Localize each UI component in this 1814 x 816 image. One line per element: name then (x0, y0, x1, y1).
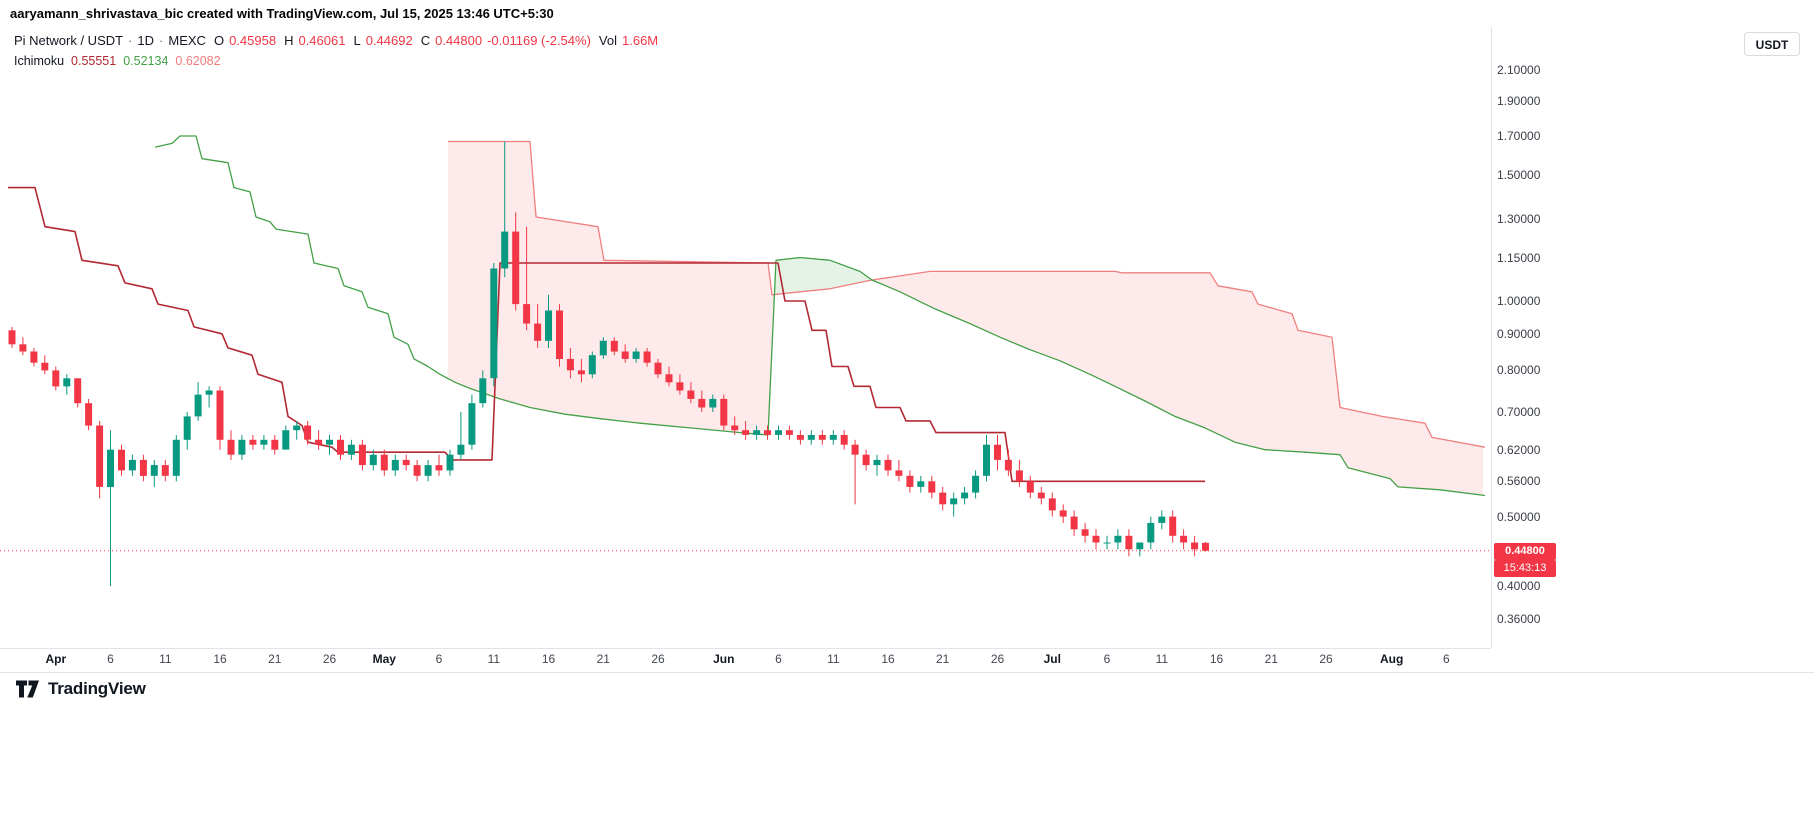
indicator-value: 0.55551 (71, 54, 117, 68)
close-label: C (420, 33, 431, 48)
time-axis-label: 26 (651, 652, 665, 666)
open-label: O (213, 33, 225, 48)
time-axis-label: 11 (1155, 652, 1169, 666)
change-value: -0.01169 (-2.54%) (487, 33, 591, 48)
volume-value: 1.66M (622, 33, 659, 48)
time-axis-label: May (372, 652, 396, 666)
low-value: 0.44692 (365, 33, 413, 48)
snapshot-watermark: aaryamann_shrivastava_bic created with T… (10, 6, 554, 21)
high-label: H (284, 33, 294, 48)
ichimoku-senkou_a-line (154, 135, 1486, 497)
time-axis-label: 6 (107, 652, 114, 666)
indicator-value: 0.62082 (175, 54, 221, 68)
price-axis-label: 0.70000 (1497, 404, 1541, 419)
time-axis-label: 6 (435, 652, 443, 666)
time-axis-label: 6 (775, 652, 782, 666)
time-axis-label: 16 (213, 652, 227, 666)
last-price-badge: 0.44800 (1494, 542, 1556, 560)
time-axis-label: 26 (1319, 652, 1333, 666)
symbol-name[interactable]: Pi Network / USDT (14, 33, 124, 48)
price-axis-label: 1.70000 (1497, 129, 1541, 143)
price-axis-label: 0.90000 (1497, 326, 1541, 341)
time-axis-label: Aug (1380, 652, 1404, 666)
time-axis-label: 16 (541, 652, 556, 666)
open-value: 0.45958 (229, 33, 277, 48)
time-axis-label: 26 (322, 652, 337, 666)
time-axis-label: 21 (596, 652, 610, 666)
time-axis-label: 26 (990, 652, 1005, 666)
candles-layer (8, 141, 1209, 586)
price-axis-label: 1.90000 (1497, 94, 1541, 109)
footer-branding: TradingView (16, 679, 146, 699)
tradingview-wordmark[interactable]: TradingView (48, 679, 146, 698)
price-axis-label: 1.30000 (1497, 212, 1541, 227)
price-axis-label: 1.50000 (1497, 167, 1541, 182)
currency-toggle-button[interactable]: USDT (1744, 32, 1800, 56)
exchange: MEXC (168, 33, 206, 48)
price-axis-label: 2.10000 (1497, 63, 1541, 78)
tradingview-logo-icon[interactable] (16, 680, 40, 698)
ichimoku-lines (8, 135, 1486, 497)
bar-countdown-badge: 15:43:13 (1494, 559, 1556, 577)
close-value: 0.44800 (435, 33, 483, 48)
time-axis-label: 16 (1209, 652, 1224, 666)
plot-layer (8, 135, 1486, 586)
time-axis-label: 16 (881, 652, 895, 666)
time-axis-label: 6 (1103, 652, 1111, 666)
indicator-legend: Ichimoku 0.55551 0.52134 0.62082 (14, 54, 221, 68)
ichimoku-senkou_b-line (448, 140, 1486, 448)
indicator-name[interactable]: Ichimoku (14, 54, 65, 68)
legend-separator: · (159, 33, 164, 48)
symbol-legend: Pi Network / USDT · 1D · MEXC O 0.45958 H… (14, 33, 658, 48)
time-axis-label: Apr (45, 652, 67, 666)
price-axis-label: 0.80000 (1497, 363, 1541, 378)
price-axis-label: 0.36000 (1497, 611, 1541, 626)
volume-label: Vol (598, 33, 617, 48)
legend-separator: · (128, 33, 133, 48)
time-axis-label: 11 (487, 652, 501, 666)
price-axis-label: 0.62000 (1497, 442, 1541, 457)
time-axis-label: 21 (936, 652, 950, 666)
time-axis-label: 21 (268, 652, 282, 666)
time-axis-label: 11 (159, 652, 172, 666)
price-axis-label: 0.56000 (1497, 474, 1541, 489)
low-label: L (353, 33, 361, 48)
time-axis-label: Jun (713, 652, 735, 666)
ichimoku-kijun-line (8, 186, 1205, 483)
price-axis-label: 1.15000 (1497, 250, 1541, 265)
time-axis-label: 21 (1264, 652, 1278, 666)
timeframe[interactable]: 1D (137, 33, 155, 48)
ichimoku-cloud (448, 141, 1483, 496)
time-axis-label: 11 (827, 652, 840, 666)
price-axis-label: 0.50000 (1497, 509, 1541, 524)
indicator-value: 0.52134 (123, 54, 169, 68)
time-axis-label: 6 (1443, 652, 1450, 666)
price-axis-label: 0.40000 (1497, 579, 1541, 593)
price-axis-label: 1.00000 (1497, 294, 1541, 308)
high-value: 0.46061 (298, 33, 346, 48)
time-axis-label: Jul (1043, 652, 1061, 666)
